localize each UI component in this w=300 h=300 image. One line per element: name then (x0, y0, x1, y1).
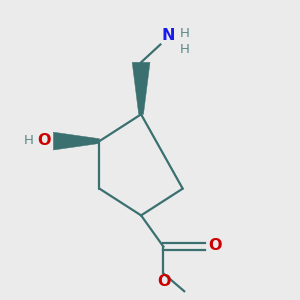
Text: O: O (38, 133, 51, 148)
Text: H: H (180, 27, 190, 40)
Polygon shape (132, 62, 150, 114)
Text: H: H (180, 43, 190, 56)
Text: N: N (162, 28, 175, 43)
Polygon shape (53, 132, 100, 150)
Text: O: O (158, 274, 171, 289)
Text: O: O (208, 238, 222, 253)
Text: H: H (24, 134, 34, 147)
